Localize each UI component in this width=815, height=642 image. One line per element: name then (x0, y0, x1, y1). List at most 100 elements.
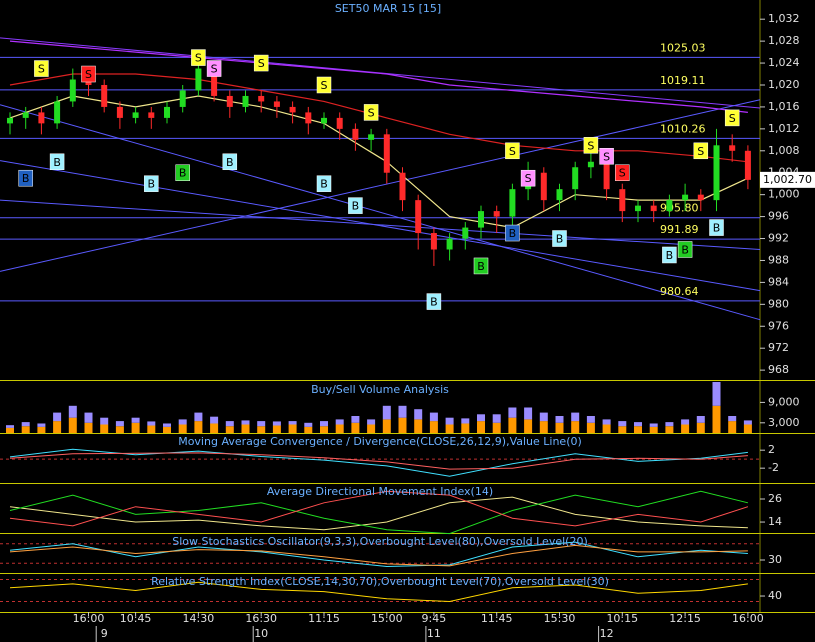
candle-body (383, 134, 390, 173)
y-tick-label: 40 (768, 589, 782, 602)
signal-box (505, 224, 520, 242)
volume-bar (21, 422, 30, 427)
indicator-line (9, 452, 748, 470)
volume-bar (178, 419, 187, 425)
signal-label: S (619, 167, 626, 180)
x-tick-label: 14:30 (183, 612, 215, 625)
candle-body (697, 194, 704, 201)
signal-box (693, 142, 709, 160)
volume-bar (100, 424, 109, 433)
volume-bar (634, 422, 642, 427)
volume-bar (210, 423, 219, 433)
indicator-line (9, 490, 749, 527)
y-tick-label: 1,032 (768, 12, 800, 25)
trend-line (0, 199, 761, 250)
level-label: 980.64 (660, 285, 699, 298)
candle-body (478, 211, 484, 228)
signal-label: B (430, 296, 438, 309)
candle-body (242, 95, 249, 107)
volume-bar (445, 424, 454, 433)
volume-bar (665, 426, 674, 433)
volume-bar (6, 425, 14, 428)
volume-bar (147, 421, 156, 426)
volume-bar (210, 416, 219, 424)
signal-box (222, 153, 238, 171)
candle-body (321, 117, 327, 124)
candle-body (336, 117, 343, 129)
candle-body (101, 84, 108, 107)
signal-box (662, 246, 677, 264)
signal-label: B (352, 200, 360, 213)
volume-bar (6, 427, 14, 433)
volume-bar (100, 417, 109, 425)
volume-bar (163, 426, 171, 433)
volume-bar (508, 417, 517, 433)
candle-body (148, 112, 155, 118)
indicator-line (9, 544, 748, 567)
y-tick-label: 1,000 (768, 188, 800, 201)
volume-bar (131, 417, 140, 423)
candle-body (54, 101, 61, 124)
trend-line (0, 160, 761, 292)
signal-box (724, 109, 740, 127)
signal-label: B (148, 178, 156, 191)
level-label: 1025.03 (660, 41, 706, 54)
volume-bar (147, 425, 156, 433)
candle-body (415, 200, 422, 234)
volume-bar (398, 405, 407, 418)
y-tick-label: 1,008 (768, 144, 800, 157)
signal-label: B (509, 227, 517, 240)
signal-label: B (681, 243, 689, 256)
panel-title: Buy/Sell Volume Analysis (311, 383, 449, 396)
volume-bar (367, 424, 376, 433)
day-label: 11 (427, 627, 441, 640)
volume-bar (461, 418, 470, 424)
signal-label: S (211, 63, 218, 76)
signal-label: S (368, 106, 375, 119)
signal-label: B (713, 222, 721, 235)
candle-body (587, 161, 594, 168)
last-price-label: 1,002.70 (763, 173, 812, 186)
volume-bar (492, 422, 501, 433)
volume-bar (351, 422, 360, 433)
candle-body (540, 172, 547, 201)
volume-bar (649, 426, 658, 433)
signal-label: S (587, 139, 594, 152)
volume-bar (131, 422, 140, 433)
indicator-line (9, 490, 749, 535)
signal-box (49, 153, 65, 171)
volume-bar (586, 422, 595, 433)
candle-body (164, 106, 170, 118)
volume-bar (304, 422, 313, 427)
y-tick-label: 992 (768, 232, 789, 245)
candle-body (211, 68, 218, 96)
volume-bar (696, 416, 705, 423)
volume-bar (241, 420, 250, 425)
signal-box (206, 60, 222, 77)
signal-box (18, 169, 33, 187)
signal-label: S (258, 57, 265, 70)
x-tick-label: 15:30 (544, 612, 576, 625)
signal-box (599, 148, 614, 165)
volume-bar (728, 421, 737, 433)
signal-label: S (603, 150, 610, 163)
volume-bar (665, 422, 674, 427)
volume-bar (367, 419, 376, 425)
volume-bar (618, 421, 627, 427)
volume-bar (194, 421, 203, 433)
y-tick-label: 14 (768, 515, 782, 528)
volume-bar (257, 426, 266, 433)
signal-box (552, 230, 567, 247)
x-tick-label: 15:00 (371, 612, 403, 625)
candle-body (22, 112, 29, 118)
volume-bar (555, 416, 564, 423)
y-tick-label: 968 (768, 363, 789, 376)
volume-bar (555, 422, 564, 433)
candle-body (493, 211, 500, 217)
candle-body (399, 172, 406, 201)
signal-label: S (85, 68, 92, 81)
candle-body (462, 227, 469, 239)
volume-bar (84, 412, 93, 423)
signal-label: B (53, 156, 61, 169)
volume-bar (681, 424, 690, 433)
